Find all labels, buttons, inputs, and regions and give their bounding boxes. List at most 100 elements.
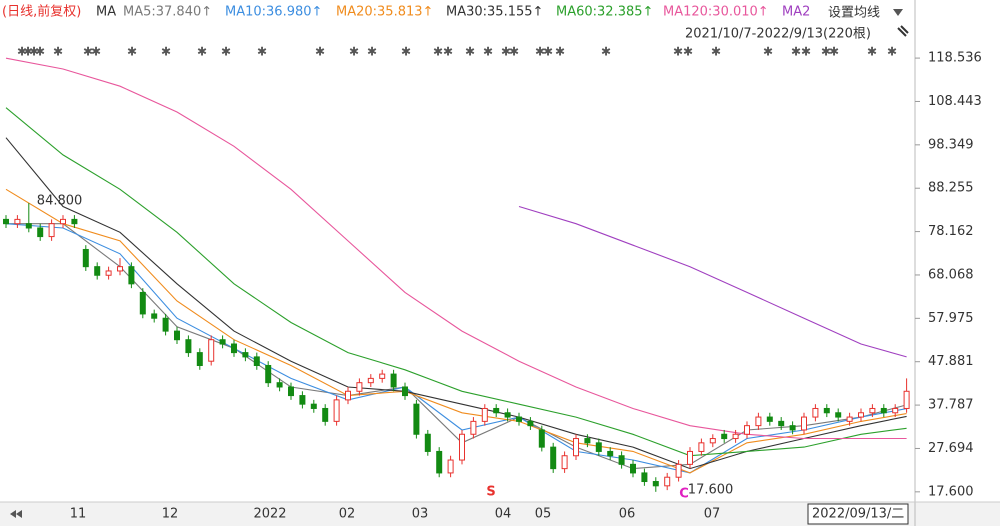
candle-body — [812, 407, 819, 418]
candle-body — [37, 227, 44, 238]
event-icon: ✱ — [23, 45, 33, 59]
candle-body — [527, 420, 534, 427]
y-tick-label: 68.068 — [928, 267, 974, 282]
legend-entry: MA20:35.813↑ — [336, 5, 433, 20]
candle-body — [231, 343, 237, 354]
candle-body — [219, 339, 226, 345]
date-box — [807, 503, 909, 525]
event-icon: ✱ — [401, 45, 411, 59]
candle-body — [641, 472, 648, 483]
y-tick-label: 37.787 — [928, 398, 974, 413]
settings-button[interactable]: 设置均线 — [828, 6, 880, 21]
event-icon: ✱ — [535, 45, 545, 59]
range-label: 2021/10/7-2022/9/13(220根) — [685, 27, 871, 42]
candle-body — [561, 455, 568, 470]
x-tick-label: 12 — [162, 507, 179, 522]
event-icon: ✱ — [821, 45, 831, 59]
candle-body — [470, 420, 477, 435]
y-tick-label: 108.443 — [928, 94, 982, 109]
candle-body — [276, 382, 283, 388]
event-icon: ✱ — [91, 45, 101, 59]
ma-label: MA — [96, 5, 116, 20]
x-tick-label: 05 — [535, 507, 552, 522]
candle-body — [25, 223, 32, 229]
candle-body — [675, 463, 682, 478]
candle-body — [789, 425, 796, 431]
scroll-left-icon[interactable] — [10, 510, 22, 518]
candle-body — [459, 433, 465, 461]
candle-body — [322, 407, 329, 422]
marker-s: S — [486, 485, 495, 500]
y-tick-label: 118.536 — [928, 51, 982, 66]
candle-body — [550, 446, 557, 470]
event-icon: ✱ — [257, 45, 267, 59]
candle-body — [709, 438, 716, 444]
candle-body — [618, 455, 625, 465]
candle-body — [390, 373, 397, 388]
marker-c: C — [679, 487, 689, 502]
candle-body — [732, 433, 739, 440]
candle-body — [447, 459, 454, 474]
candle-body — [333, 399, 340, 422]
pin-icon[interactable] — [897, 25, 909, 37]
event-icon: ✱ — [763, 45, 773, 59]
candle-body — [630, 463, 636, 474]
candle-body — [846, 416, 853, 422]
candle-body — [573, 438, 579, 457]
x-tick-label: 02 — [339, 507, 356, 522]
event-icon: ✱ — [867, 45, 877, 59]
candle-body — [424, 433, 431, 452]
x-tick-label: 2022 — [253, 507, 286, 522]
y-tick-label: 57.975 — [928, 311, 974, 326]
event-icon: ✱ — [801, 45, 811, 59]
legend-entry: MA5:37.840↑ — [123, 5, 212, 20]
event-icon: ✱ — [791, 45, 801, 59]
candle-body — [744, 425, 750, 435]
ma-line — [5, 137, 907, 470]
candle-body — [516, 416, 522, 422]
current-date: 2022/09/13/二 — [812, 507, 904, 522]
period-label: (日线,前复权) — [2, 4, 81, 20]
candle-body — [196, 352, 203, 366]
candle-body — [698, 442, 705, 452]
candle-body — [436, 450, 443, 474]
legend-entry: MA30:35.155↑ — [446, 5, 543, 20]
event-icon: ✱ — [127, 45, 137, 59]
x-tick-label: 03 — [412, 507, 429, 522]
candle-body — [504, 412, 511, 418]
candle-body — [778, 420, 785, 427]
candle-body — [117, 266, 123, 272]
dropdown-icon[interactable] — [893, 9, 903, 16]
candle-body — [755, 416, 762, 427]
y-tick-label: 98.349 — [928, 137, 974, 152]
event-icon: ✱ — [555, 45, 565, 59]
candle-body — [128, 266, 135, 285]
candle-body — [858, 412, 864, 418]
candle-body — [903, 390, 910, 409]
ma-line — [5, 57, 907, 440]
event-icon: ✱ — [367, 45, 377, 59]
x-tick-label: 06 — [619, 507, 636, 522]
event-icon: ✱ — [315, 45, 325, 59]
event-icon: ✱ — [601, 45, 611, 59]
event-icon: ✱ — [483, 45, 493, 59]
candle-body — [139, 291, 146, 315]
y-tick-label: 47.881 — [928, 354, 974, 369]
event-icon: ✱ — [673, 45, 683, 59]
event-icon: ✱ — [711, 45, 721, 59]
y-tick-label: 78.162 — [928, 224, 974, 239]
candle-body — [356, 382, 363, 392]
candle-body — [265, 364, 272, 384]
event-icon: ✱ — [17, 45, 27, 59]
candle-body — [60, 218, 66, 225]
candle-body — [493, 407, 500, 414]
event-icon: ✱ — [829, 45, 839, 59]
legend-entry: MA60:32.385↑ — [556, 5, 653, 20]
legend-entry: MA2 — [782, 5, 810, 20]
event-icon: ✱ — [543, 45, 553, 59]
event-icon: ✱ — [83, 45, 93, 59]
candle-body — [721, 433, 728, 440]
candle-body — [379, 373, 386, 379]
